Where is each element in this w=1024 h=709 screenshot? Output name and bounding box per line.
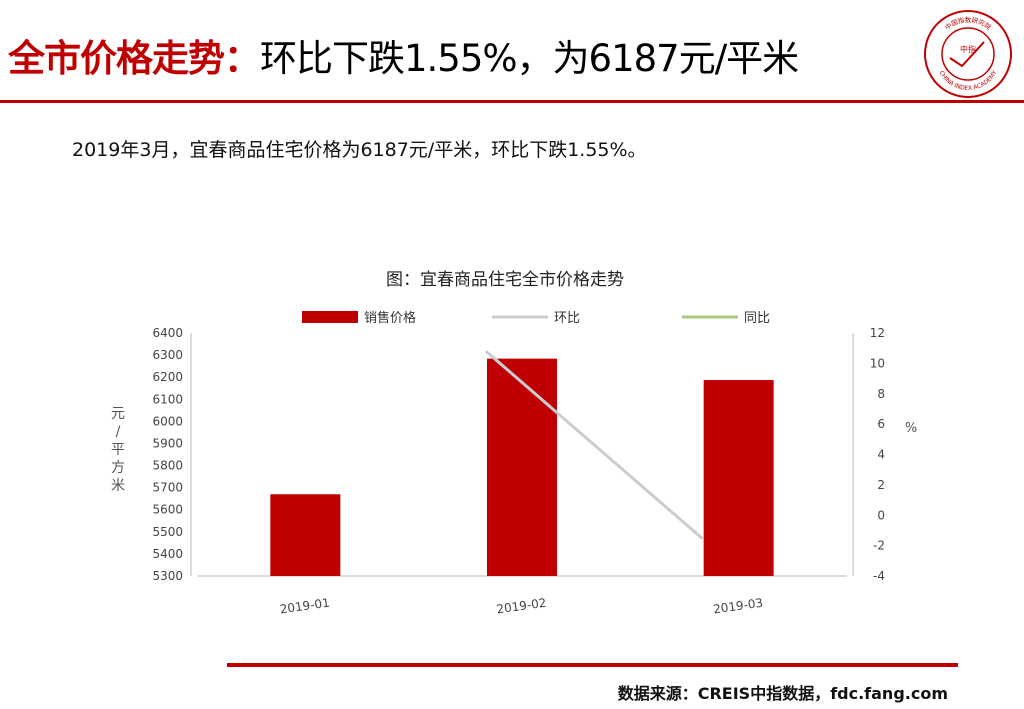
y-axis-label-char: 米 xyxy=(111,478,125,494)
footer-divider xyxy=(227,663,958,667)
y2-tick-label: 0 xyxy=(877,508,885,522)
y-tick-label: 6000 xyxy=(152,414,183,428)
line-环比 xyxy=(485,350,704,540)
y-tick-label: 6200 xyxy=(152,370,183,384)
y-tick-label: 5300 xyxy=(152,569,183,583)
y2-tick-label: 4 xyxy=(877,448,885,462)
y-tick-label: 6300 xyxy=(152,348,183,362)
y-axis-label-char: / xyxy=(116,424,121,440)
y-tick-label: 6100 xyxy=(152,392,183,406)
bar-2019-02 xyxy=(487,358,557,576)
y-axis-label-char: 平 xyxy=(111,442,125,458)
y2-axis-label: % xyxy=(905,421,917,436)
y-tick-label: 5400 xyxy=(152,547,183,561)
y-tick-label: 5800 xyxy=(152,459,183,473)
title-bar: 全市价格走势：环比下跌1.55%，为6187元/平米 中指 中国指数研究院 CH… xyxy=(0,0,1024,108)
logo-top-text: 中国指数研究院 xyxy=(943,15,993,32)
china-index-academy-logo: 中指 中国指数研究院 CHINA INDEX ACADEMY xyxy=(924,10,1012,98)
title-divider xyxy=(0,100,1024,103)
bar-2019-03 xyxy=(703,380,774,576)
logo-check-mark xyxy=(949,41,985,68)
legend-label-2: 同比 xyxy=(744,311,770,326)
logo-inner-ring xyxy=(941,27,995,81)
y-axis-label-char: 元 xyxy=(111,406,125,422)
page-title: 全市价格走势：环比下跌1.55%，为6187元/平米 xyxy=(8,28,799,82)
y2-tick-label: 12 xyxy=(870,326,885,340)
legend-swatch-0 xyxy=(302,311,358,323)
y-tick-label: 6400 xyxy=(152,326,183,340)
y2-tick-label: -2 xyxy=(873,539,885,553)
y2-tick-label: -4 xyxy=(873,569,885,583)
x-tick-label: 2019-03 xyxy=(712,596,764,617)
x-tick-label: 2019-02 xyxy=(496,596,548,617)
y2-tick-label: 6 xyxy=(877,417,885,431)
y2-tick-label: 2 xyxy=(877,478,885,492)
logo-outer-ring xyxy=(924,10,1012,98)
y2-tick-label: 8 xyxy=(877,387,885,401)
legend-label-0: 销售价格 xyxy=(364,310,416,326)
summary-text: 2019年3月，宜春商品住宅价格为6187元/平米，环比下跌1.55%。 xyxy=(72,139,647,161)
y-tick-label: 5900 xyxy=(152,436,183,450)
y-tick-label: 5600 xyxy=(152,503,183,517)
chart-title: 图：宜春商品住宅全市价格走势 xyxy=(386,270,624,290)
y-tick-label: 5500 xyxy=(152,525,183,539)
x-tick-label: 2019-01 xyxy=(279,596,331,617)
logo-seal-text: 中指 xyxy=(960,44,976,54)
y-axis-label-char: 方 xyxy=(111,460,125,476)
y2-tick-label: 10 xyxy=(870,356,885,370)
bar-2019-01 xyxy=(270,494,341,576)
title-highlight: 全市价格走势： xyxy=(8,37,261,80)
legend-label-1: 环比 xyxy=(554,311,580,326)
data-source: 数据来源：CREIS中指数据，fdc.fang.com xyxy=(617,684,948,703)
title-rest: 环比下跌1.55%，为6187元/平米 xyxy=(260,37,799,80)
y-tick-label: 5700 xyxy=(152,481,183,495)
